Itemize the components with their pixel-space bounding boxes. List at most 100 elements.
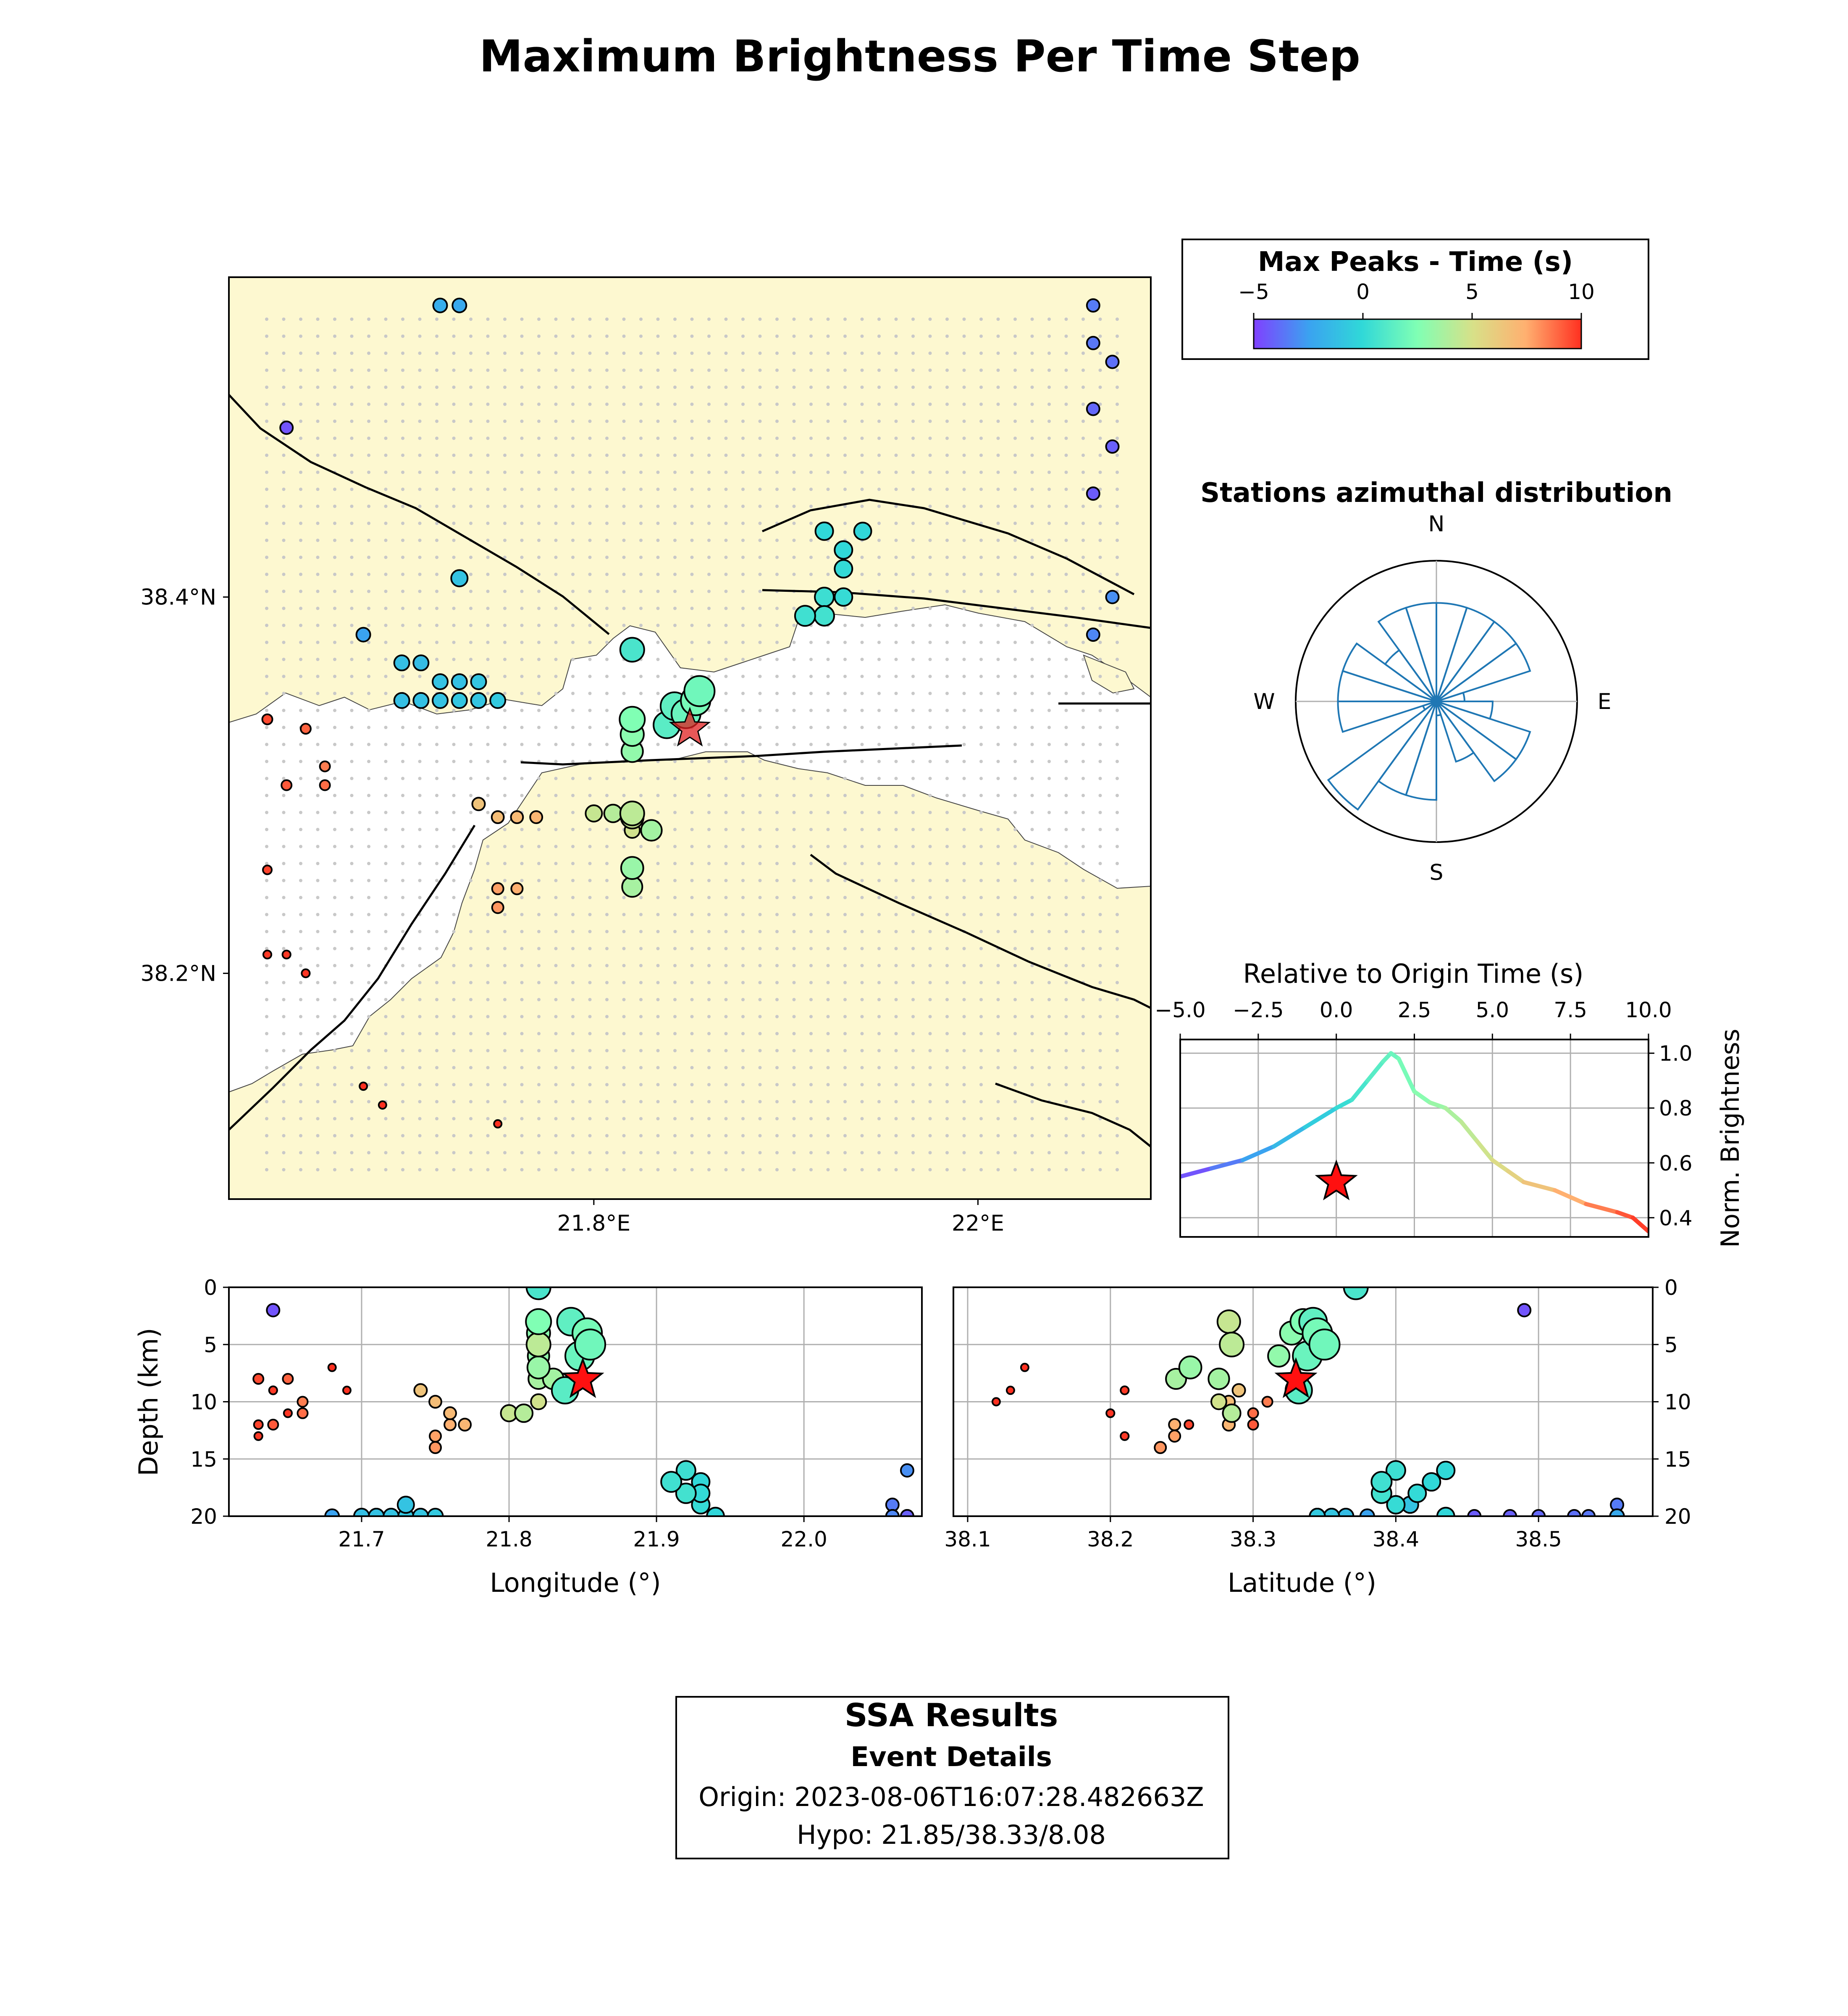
grid-node (826, 913, 830, 916)
grid-node (316, 1015, 320, 1018)
grid-node (1082, 845, 1085, 848)
grid-node (435, 1117, 438, 1121)
grid-node (928, 1151, 932, 1155)
grid-node (520, 1117, 524, 1121)
grid-node (384, 913, 388, 916)
grid-node (622, 420, 626, 423)
grid-node (520, 522, 524, 525)
grid-node (979, 640, 983, 644)
grid-node (299, 981, 302, 984)
grid-node (588, 930, 592, 933)
grid-node (537, 504, 541, 508)
grid-node (911, 760, 915, 763)
grid-node (333, 794, 336, 797)
grid-node (282, 386, 286, 389)
grid-node (265, 1151, 268, 1155)
grid-node (724, 709, 728, 712)
grid-node (877, 828, 881, 831)
grid-node (486, 470, 490, 474)
grid-node (299, 930, 302, 933)
grid-node (605, 981, 609, 984)
grid-node (741, 318, 745, 321)
grid-node (639, 606, 643, 610)
grid-node (435, 488, 438, 491)
grid-node (435, 1066, 438, 1069)
grid-node (996, 640, 1000, 644)
grid-node (741, 488, 745, 491)
brightness-x-tick-label: −2.5 (1233, 998, 1284, 1022)
grid-node (911, 538, 915, 542)
grid-node (775, 334, 779, 338)
grid-node (996, 1049, 1000, 1053)
grid-node (367, 522, 370, 525)
grid-node (1116, 1151, 1119, 1155)
grid-node (1030, 538, 1034, 542)
grid-node (1030, 522, 1034, 525)
grid-node (639, 1049, 643, 1053)
grid-node (673, 862, 677, 865)
grid-node (520, 743, 524, 746)
grid-node (656, 743, 660, 746)
grid-node (809, 981, 813, 984)
grid-node (843, 640, 847, 644)
grid-node (911, 1168, 915, 1171)
grid-node (707, 811, 711, 814)
grid-node (588, 470, 592, 474)
grid-node (1082, 318, 1085, 321)
grid-node (350, 862, 354, 865)
grid-node (401, 470, 404, 474)
grid-node (571, 658, 575, 661)
map-peak-marker (853, 522, 872, 541)
grid-node (1116, 658, 1119, 661)
grid-node (962, 556, 966, 559)
grid-node (792, 828, 796, 831)
grid-node (962, 913, 966, 916)
grid-node (911, 386, 915, 389)
grid-node (384, 572, 388, 576)
grid-node (707, 879, 711, 882)
grid-node (877, 368, 881, 372)
grid-node (622, 1083, 626, 1087)
grid-node (554, 709, 558, 712)
grid-node (401, 896, 404, 899)
grid-node (1082, 1032, 1085, 1035)
grid-node (605, 572, 609, 576)
grid-node (724, 845, 728, 848)
grid-node (877, 352, 881, 355)
grid-node (673, 590, 677, 593)
grid-node (435, 896, 438, 899)
grid-node (945, 436, 949, 440)
grid-node (1047, 470, 1051, 474)
grid-node (639, 420, 643, 423)
grid-node (384, 998, 388, 1001)
grid-node (316, 794, 320, 797)
grid-node (486, 1168, 490, 1171)
grid-node (894, 777, 898, 780)
grid-node (1082, 522, 1085, 525)
grid-node (758, 675, 762, 678)
grid-node (435, 386, 438, 389)
depth-lat-y-tick-label: 15 (1664, 1447, 1691, 1472)
grid-node (265, 470, 268, 474)
grid-node (435, 913, 438, 916)
grid-node (435, 1049, 438, 1053)
grid-node (775, 658, 779, 661)
grid-node (503, 947, 507, 950)
grid-node (350, 1049, 354, 1053)
grid-node (486, 1151, 490, 1155)
grid-node (877, 624, 881, 627)
grid-node (605, 402, 609, 406)
grid-node (384, 981, 388, 984)
grid-node (843, 828, 847, 831)
grid-node (877, 709, 881, 712)
grid-node (826, 998, 830, 1001)
grid-node (333, 845, 336, 848)
grid-node (639, 794, 643, 797)
grid-node (877, 947, 881, 950)
grid-node (945, 760, 949, 763)
grid-node (928, 504, 932, 508)
grid-node (996, 488, 1000, 491)
grid-node (554, 318, 558, 321)
grid-node (554, 522, 558, 525)
brightness-y-tick-label: 0.4 (1659, 1206, 1693, 1230)
